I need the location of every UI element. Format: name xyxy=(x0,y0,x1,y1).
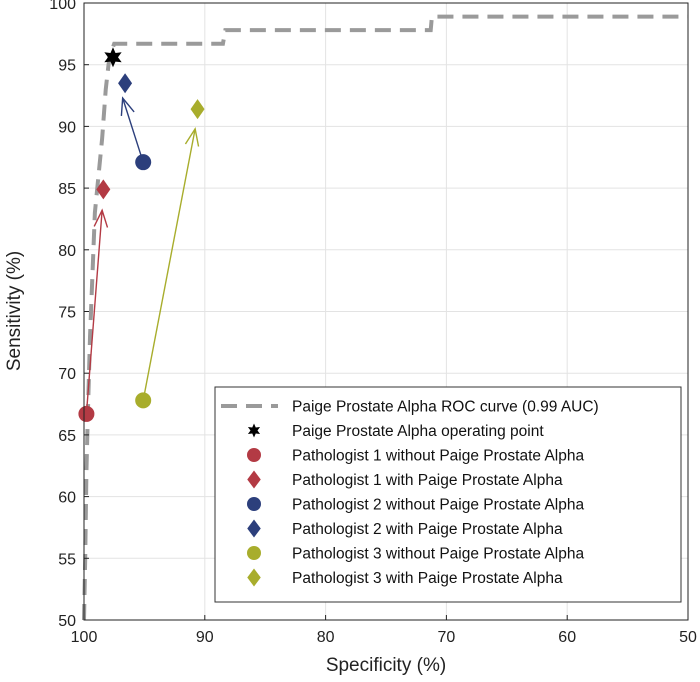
legend-item: Pathologist 1 with Paige Prostate Alpha xyxy=(247,470,563,489)
y-tick-label: 70 xyxy=(58,366,76,383)
y-tick-label: 65 xyxy=(58,428,76,445)
roc-curve-line xyxy=(82,14,688,621)
arrow-layer xyxy=(85,96,200,414)
legend-item: Pathologist 3 without Paige Prostate Alp… xyxy=(247,546,584,563)
legend-label: Pathologist 3 without Paige Prostate Alp… xyxy=(292,546,584,563)
legend-label: Pathologist 2 without Paige Prostate Alp… xyxy=(292,497,584,514)
legend-label: Paige Prostate Alpha operating point xyxy=(292,423,544,440)
y-axis-ticks: 50 55 60 65 70 75 80 85 90 95 100 xyxy=(49,0,89,630)
arrow-head xyxy=(120,96,135,117)
legend-item: Pathologist 3 with Paige Prostate Alpha xyxy=(247,568,563,587)
legend-item: Paige Prostate Alpha operating point xyxy=(247,423,544,440)
legend-swatch-circle xyxy=(247,448,261,462)
y-axis-label: Sensitivity (%) xyxy=(4,251,25,371)
x-axis-ticks: 100 90 80 70 60 50 xyxy=(71,615,697,646)
x-tick-label: 100 xyxy=(71,629,98,646)
pathologist-with-ai-point xyxy=(190,99,205,120)
x-axis-label: Specificity (%) xyxy=(326,655,446,676)
legend-item: Pathologist 1 without Paige Prostate Alp… xyxy=(247,448,584,465)
legend-item: Pathologist 2 without Paige Prostate Alp… xyxy=(247,497,584,514)
y-tick-label: 90 xyxy=(58,119,76,136)
improvement-arrow xyxy=(85,208,109,414)
arrow-head xyxy=(93,208,109,228)
y-tick-label: 80 xyxy=(58,243,76,260)
arrow-shaft xyxy=(142,128,196,401)
y-tick-label: 50 xyxy=(58,613,76,630)
legend-label: Pathologist 3 with Paige Prostate Alpha xyxy=(292,570,563,587)
arrow-shaft xyxy=(85,210,103,414)
legend-box xyxy=(214,386,682,603)
legend-label: Pathologist 1 without Paige Prostate Alp… xyxy=(292,448,584,465)
legend-label: Paige Prostate Alpha ROC curve (0.99 AUC… xyxy=(292,399,599,416)
pathologist-without-ai-point xyxy=(135,154,152,171)
arrow-head xyxy=(184,127,200,147)
legend-item: Paige Prostate Alpha ROC curve (0.99 AUC… xyxy=(221,399,599,416)
legend: Paige Prostate Alpha ROC curve (0.99 AUC… xyxy=(214,386,682,603)
y-tick-label: 85 xyxy=(58,181,76,198)
y-tick-label: 100 xyxy=(49,0,76,13)
legend-swatch-star xyxy=(247,423,261,438)
legend-swatch-circle xyxy=(247,497,261,511)
legend-swatch-diamond xyxy=(247,470,261,489)
y-tick-label: 60 xyxy=(58,490,76,507)
pathologist-with-ai-point xyxy=(118,73,133,94)
legend-swatch-circle xyxy=(247,546,261,560)
improvement-arrow xyxy=(142,127,200,401)
y-tick-label: 95 xyxy=(58,58,76,75)
operating-point-star xyxy=(104,47,122,68)
roc-curve-layer xyxy=(82,14,688,621)
x-tick-label: 90 xyxy=(196,629,214,646)
y-tick-label: 55 xyxy=(58,551,76,568)
legend-label: Pathologist 1 with Paige Prostate Alpha xyxy=(292,472,563,489)
pathologist-without-ai-point xyxy=(78,405,95,422)
x-tick-label: 60 xyxy=(558,629,576,646)
x-tick-label: 80 xyxy=(317,629,335,646)
x-tick-label: 70 xyxy=(438,629,456,646)
arrow-shaft xyxy=(121,97,144,163)
x-tick-label: 50 xyxy=(679,629,697,646)
y-tick-label: 75 xyxy=(58,305,76,322)
pathologist-with-ai-point xyxy=(96,179,111,200)
marker-layer xyxy=(78,47,205,422)
legend-swatch-diamond xyxy=(247,519,261,538)
improvement-arrow xyxy=(120,96,144,163)
pathologist-without-ai-point xyxy=(135,392,152,409)
legend-item: Pathologist 2 with Paige Prostate Alpha xyxy=(247,519,563,538)
legend-label: Pathologist 2 with Paige Prostate Alpha xyxy=(292,521,563,538)
legend-swatch-diamond xyxy=(247,568,261,587)
